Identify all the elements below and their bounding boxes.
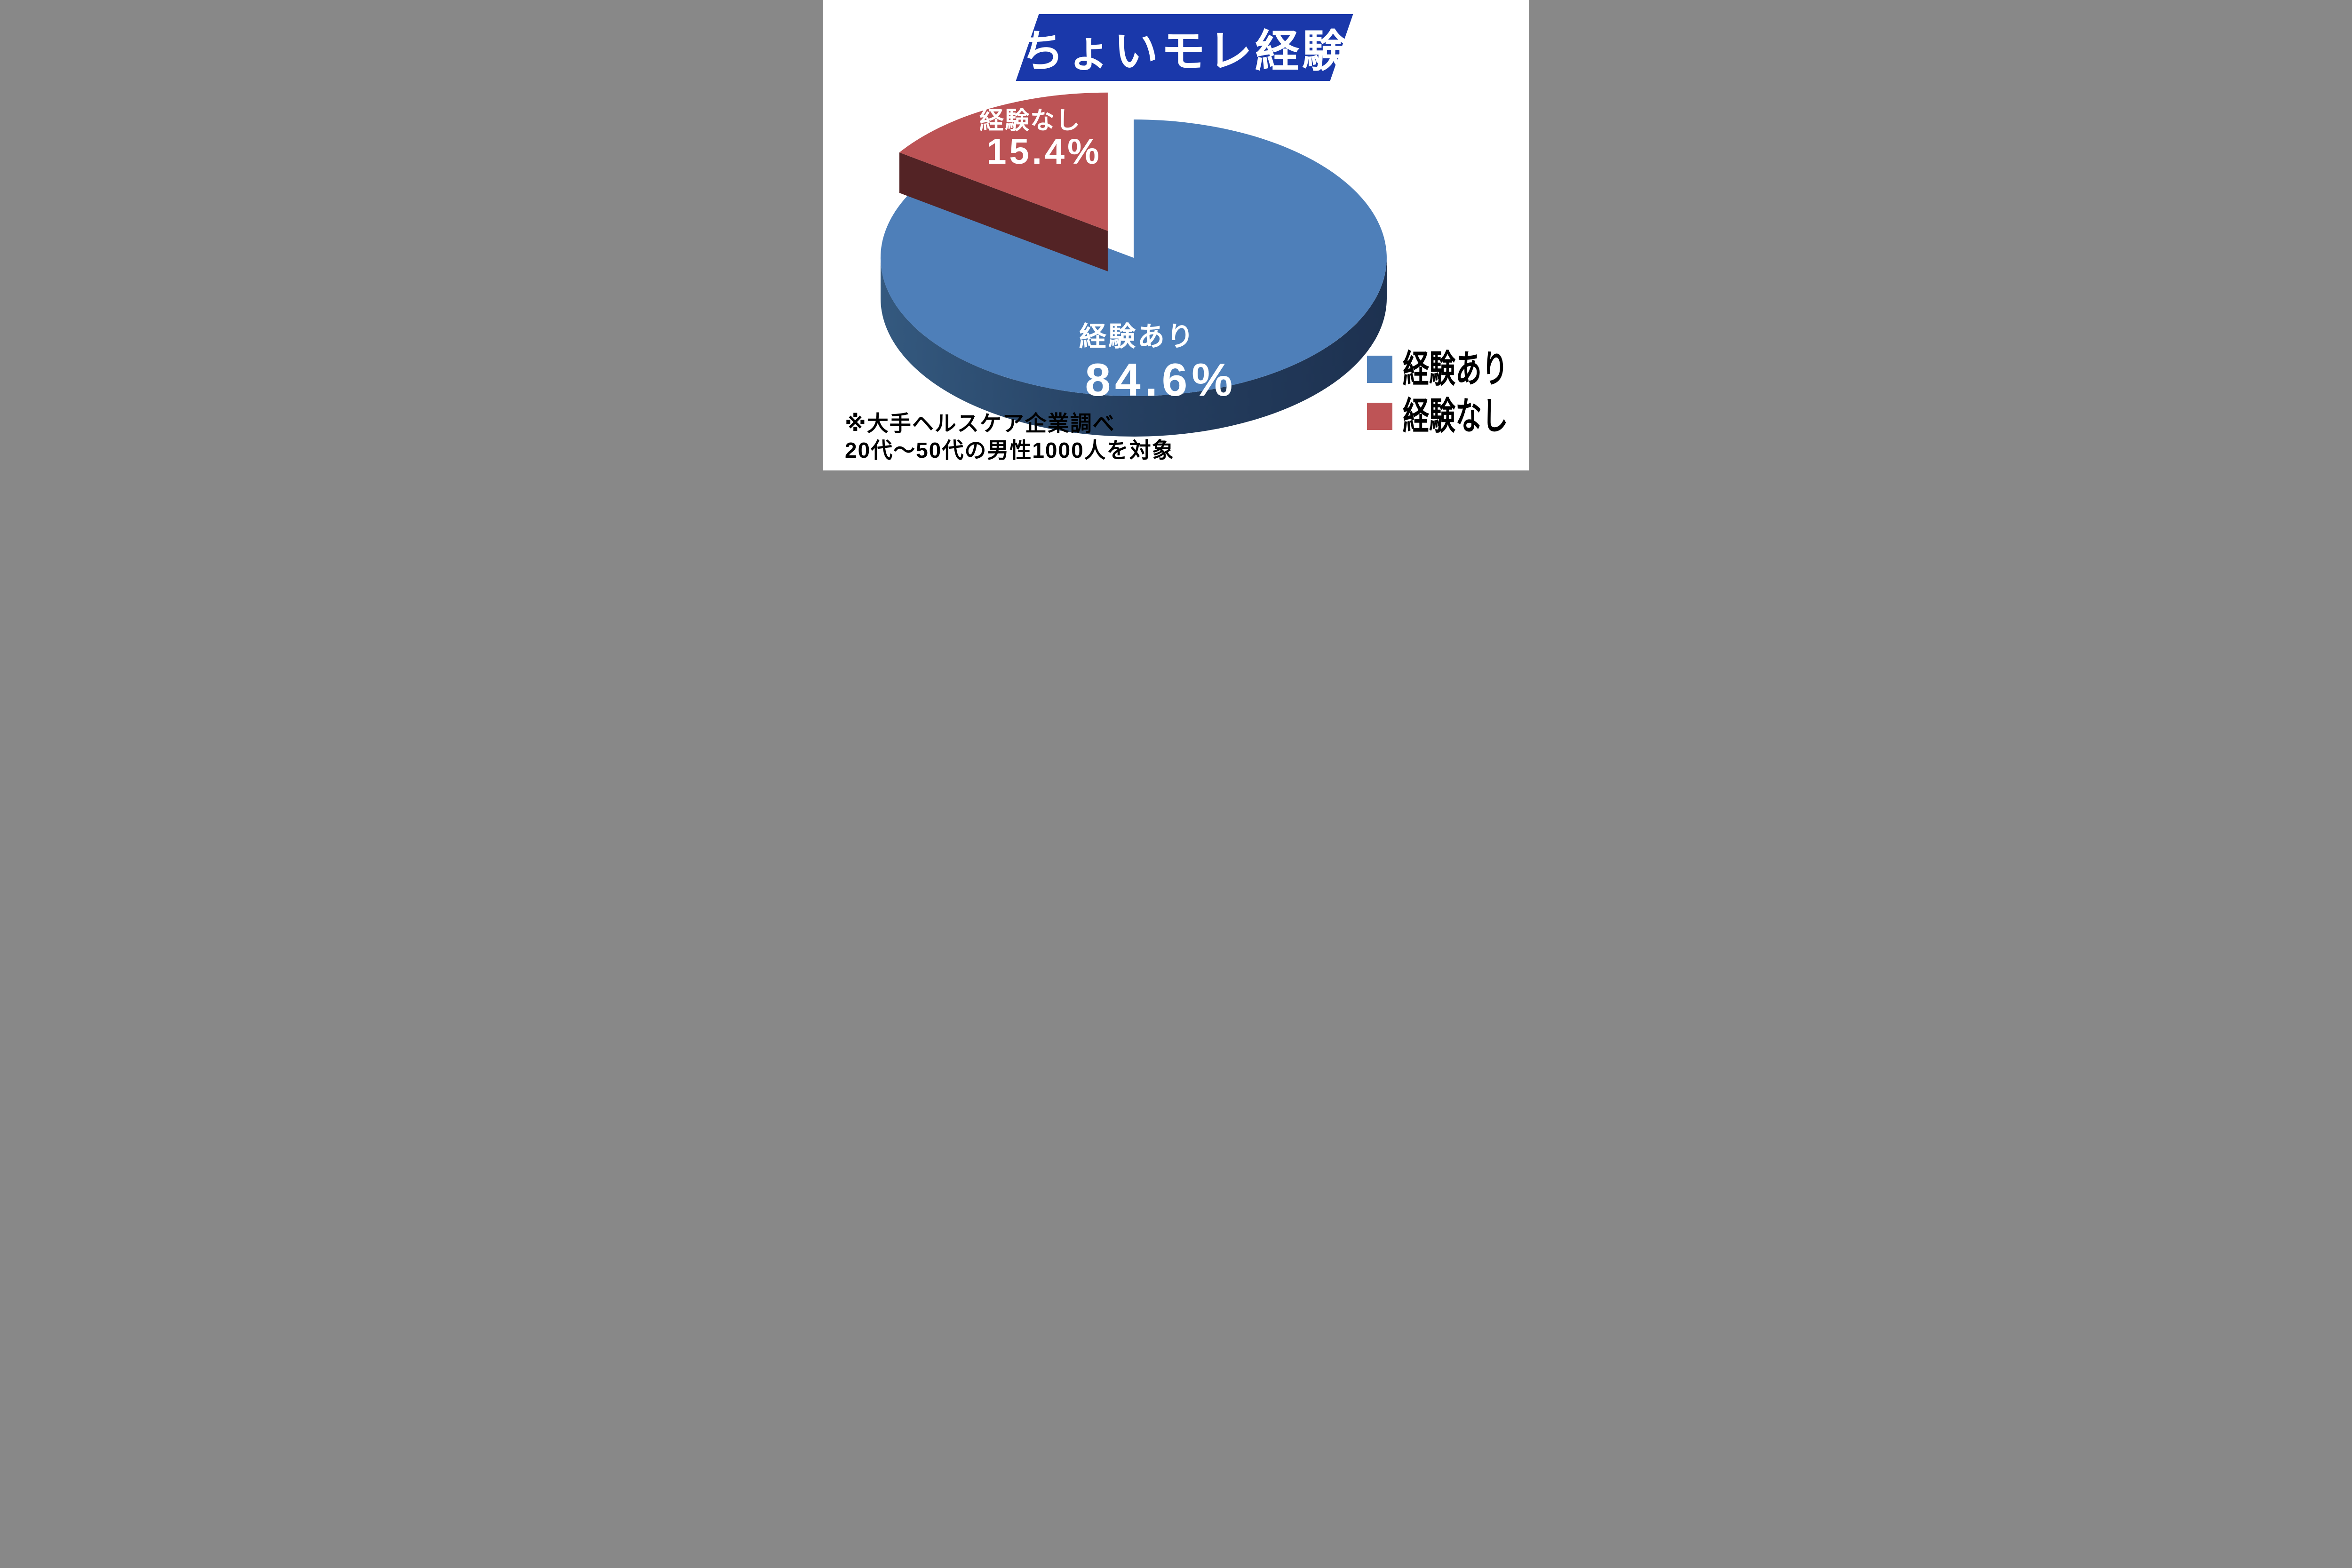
legend-swatch (1367, 403, 1392, 430)
footnote-line-2: 20代～50代の男性1000人を対象 (845, 438, 1175, 463)
pie-slice-ari-top (880, 119, 1387, 396)
footnote: ※大手ヘルスケア企業調べ 20代～50代の男性1000人を対象 (845, 410, 1175, 464)
footnote-line-1: ※大手ヘルスケア企業調べ (845, 411, 1115, 436)
chart-legend: 経験あり 経験なし (1367, 350, 1529, 450)
legend-label: 経験あり (1403, 348, 1508, 390)
legend-label: 経験なし (1403, 395, 1508, 437)
legend-swatch (1367, 356, 1392, 383)
pie-slice-nashi-side (899, 152, 1108, 271)
pie-slice-nashi-top (899, 92, 1108, 231)
slice-label-nashi: 経験なし (979, 107, 1081, 135)
slice-value-ari: 84.6% (1085, 354, 1237, 406)
pie-3d (880, 92, 1387, 437)
slice-value-nashi: 15.4% (986, 132, 1102, 172)
page-title: ちょいモレ経験 (1020, 26, 1350, 76)
legend-item-nashi: 経験なし (1367, 398, 1529, 435)
legend-item-ari: 経験あり (1367, 350, 1529, 388)
pie-slice-ari-side (881, 258, 1387, 437)
infographic-page: ちょいモレ経験 経験なし 15.4% 経験あり 84.6% 経験あり 経験なし … (823, 0, 1529, 470)
slice-label-ari: 経験あり (1079, 321, 1196, 352)
title-banner: ちょいモレ経験 (1016, 14, 1353, 81)
